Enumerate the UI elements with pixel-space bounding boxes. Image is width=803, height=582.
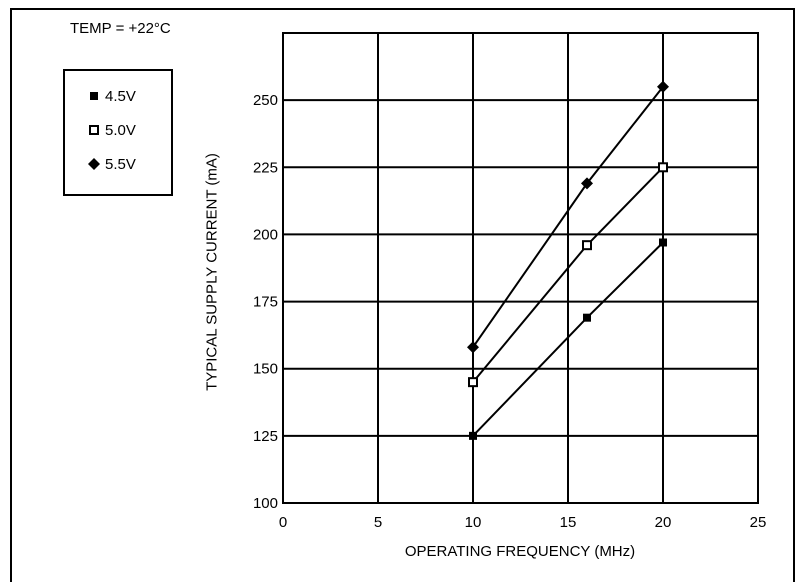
open-square-marker-icon — [89, 125, 99, 135]
x-tick-label: 15 — [560, 514, 577, 531]
data-point-5.0V — [658, 162, 668, 173]
legend-item-5-5v: 5.5V — [87, 155, 136, 173]
data-point-5.0V — [468, 377, 478, 388]
filled-diamond-marker-icon — [88, 158, 100, 170]
filled-square-marker-icon — [90, 92, 98, 100]
x-tick-label: 5 — [374, 514, 382, 531]
data-point-4.5V — [583, 313, 591, 322]
y-tick-label: 100 — [253, 495, 278, 512]
legend-label: 4.5V — [105, 87, 136, 105]
data-point-5.5V — [657, 80, 669, 93]
data-point-5.5V — [467, 341, 479, 354]
x-tick-label: 20 — [655, 514, 672, 531]
y-tick-label: 200 — [253, 226, 278, 243]
x-tick-label: 10 — [465, 514, 482, 531]
temperature-annotation: TEMP = +22°C — [70, 20, 171, 37]
legend-label: 5.0V — [105, 121, 136, 139]
x-tick-label: 0 — [279, 514, 287, 531]
x-axis-label: OPERATING FREQUENCY (MHz) — [404, 543, 636, 560]
data-point-4.5V — [469, 431, 477, 440]
y-tick-label: 125 — [253, 428, 278, 445]
y-tick-label: 150 — [253, 361, 278, 378]
legend-item-4-5v: 4.5V — [87, 87, 136, 105]
y-tick-label: 250 — [253, 92, 278, 109]
data-point-4.5V — [659, 238, 667, 247]
y-tick-label: 175 — [253, 294, 278, 311]
y-tick-label: 225 — [253, 159, 278, 176]
plot-area-border — [282, 32, 759, 504]
legend: 4.5V 5.0V 5.5V — [63, 69, 173, 196]
legend-label: 5.5V — [105, 155, 136, 173]
data-point-5.5V — [581, 177, 593, 190]
frame-border — [10, 8, 795, 582]
legend-item-5-0v: 5.0V — [87, 121, 136, 139]
x-tick-label: 25 — [750, 514, 767, 531]
data-point-5.0V — [582, 240, 592, 251]
y-axis-label: TYPICAL SUPPLY CURRENT (mA) — [203, 153, 221, 391]
